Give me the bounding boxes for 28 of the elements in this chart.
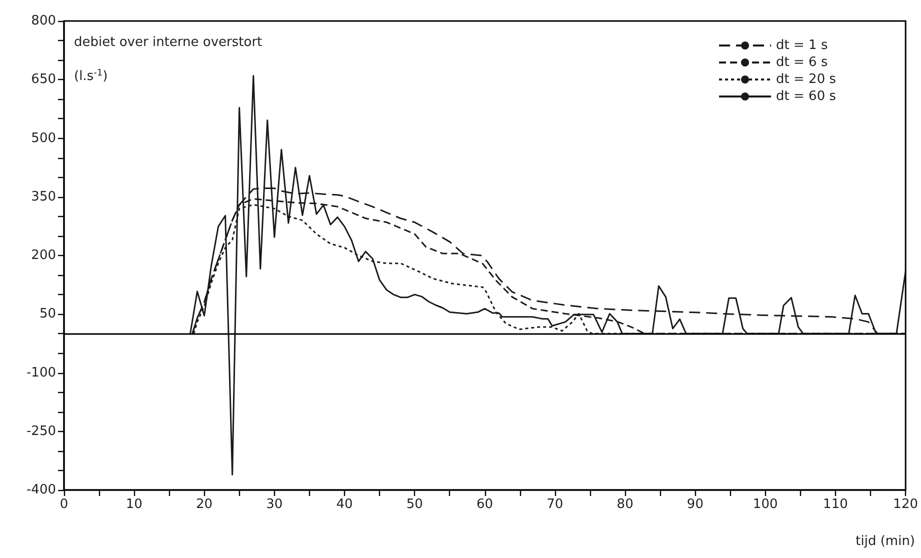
x-tick-label: 80: [616, 497, 634, 512]
legend-label: dt = 20 s: [776, 72, 836, 87]
x-tick-label: 70: [546, 497, 564, 512]
x-tick-label: 30: [266, 497, 283, 512]
y-tick-label: 800: [31, 14, 56, 28]
x-tick-label: 60: [476, 497, 494, 512]
x-tick-label: 0: [60, 497, 68, 512]
y-tick-label: 650: [31, 72, 56, 88]
y-tick-label: 200: [31, 248, 56, 263]
x-tick-label: 120: [893, 497, 918, 512]
annotation: debiet over interne overstort: [74, 35, 262, 50]
x-tick-label: 40: [336, 497, 353, 512]
x-tick-label: 10: [126, 497, 142, 512]
y-tick-label: 350: [31, 189, 56, 204]
y-tick-label: -100: [26, 365, 56, 380]
x-tick-label: 20: [196, 497, 213, 512]
x-tick-label: 90: [686, 497, 704, 512]
legend-label: dt = 1 s: [776, 38, 828, 53]
x-tick-label: 110: [823, 497, 848, 512]
x-axis-title: tijd (min): [856, 534, 916, 549]
x-tick-label: 50: [406, 497, 423, 512]
y-tick-label: -250: [26, 424, 56, 439]
legend-label: dt = 6 s: [776, 55, 828, 70]
y-tick-label: -400: [26, 482, 56, 498]
x-tick-label: 100: [752, 497, 778, 512]
y-tick-label: 50: [39, 306, 56, 322]
legend-label: dt = 60 s: [776, 89, 836, 104]
y-tick-label: 500: [31, 130, 56, 146]
